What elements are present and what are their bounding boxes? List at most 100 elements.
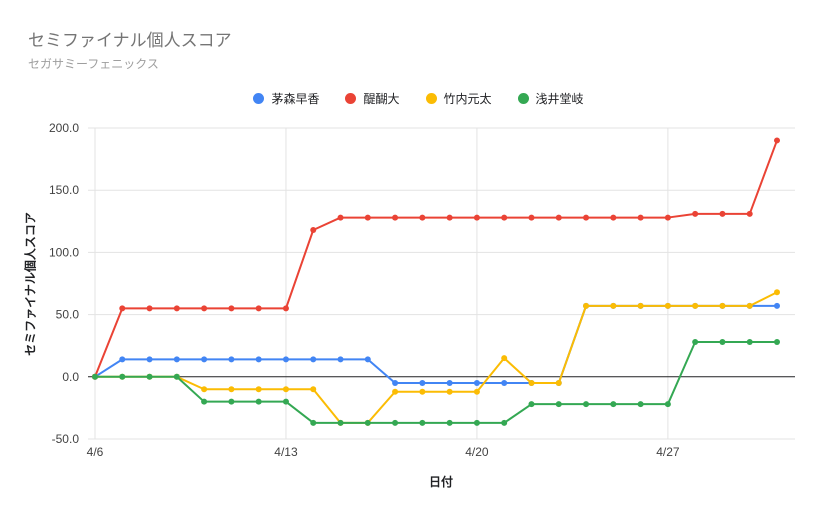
data-point — [583, 302, 590, 309]
data-point — [419, 419, 426, 426]
legend-marker — [345, 93, 357, 104]
legend-marker — [425, 93, 437, 104]
x-tick-label: 4/6 — [87, 445, 104, 459]
chart-title: セミファイナル個人スコア — [28, 31, 232, 50]
series-line — [94, 304, 778, 385]
y-tick-label: 200.0 — [49, 121, 79, 135]
data-point — [392, 388, 399, 395]
data-point — [719, 338, 726, 345]
data-point — [364, 214, 371, 221]
data-point — [528, 401, 535, 408]
legend-item-0: 茅森早香 — [253, 90, 319, 107]
data-point — [610, 214, 617, 221]
legend-label: 茅森早香 — [271, 92, 320, 106]
y-tick-label: 150.0 — [49, 183, 79, 197]
x-axis-title: 日付 — [428, 475, 454, 489]
data-point — [255, 305, 262, 312]
data-point — [446, 419, 453, 426]
data-point — [173, 305, 180, 312]
data-point — [392, 214, 399, 221]
data-point — [310, 419, 317, 426]
data-point — [228, 386, 235, 393]
data-point — [774, 289, 780, 296]
y-tick-label: 100.0 — [49, 245, 79, 259]
legend-item-2: 竹内元太 — [425, 90, 492, 107]
data-point — [501, 380, 508, 387]
data-point — [282, 356, 289, 363]
data-point — [446, 388, 453, 395]
data-point — [501, 419, 508, 426]
series-line — [94, 340, 778, 424]
data-point — [719, 210, 726, 217]
data-point — [201, 356, 208, 363]
data-point — [746, 210, 753, 217]
data-point — [173, 373, 180, 380]
data-point — [692, 210, 699, 217]
data-point — [446, 380, 453, 387]
x-tick-label: 4/20 — [465, 445, 489, 459]
data-point — [282, 305, 289, 312]
data-point — [228, 398, 235, 405]
data-point — [228, 305, 235, 312]
data-point — [146, 305, 153, 312]
data-point — [446, 214, 453, 221]
data-point — [528, 380, 535, 387]
data-point — [310, 386, 317, 393]
data-point — [637, 401, 644, 408]
data-point — [310, 356, 317, 363]
data-point — [610, 302, 617, 309]
legend-marker — [253, 93, 265, 104]
legend-marker — [517, 93, 529, 104]
data-point — [774, 302, 780, 309]
legend-item-3: 浅井堂岐 — [517, 90, 584, 107]
data-point — [310, 227, 317, 234]
legend-label: 醍醐大 — [363, 92, 400, 106]
y-axis-title: セミファイナル個人スコア — [23, 212, 38, 356]
data-point — [473, 380, 480, 387]
data-point — [664, 214, 671, 221]
data-point — [119, 356, 126, 363]
data-point — [746, 302, 753, 309]
data-point — [637, 302, 644, 309]
data-point — [201, 386, 208, 393]
x-tick-label: 4/27 — [656, 445, 680, 459]
data-point — [473, 214, 480, 221]
data-point — [555, 380, 562, 387]
data-point — [774, 338, 780, 345]
data-point — [473, 388, 480, 395]
data-point — [774, 137, 780, 144]
data-point — [337, 214, 344, 221]
data-point — [364, 356, 371, 363]
data-point — [255, 398, 262, 405]
data-point — [583, 214, 590, 221]
data-point — [664, 302, 671, 309]
y-tick-label: -50.0 — [52, 432, 80, 446]
data-point — [692, 338, 699, 345]
data-point — [282, 398, 289, 405]
legend-label: 竹内元太 — [443, 92, 492, 106]
data-point — [119, 373, 126, 380]
series-line — [94, 139, 778, 378]
legend: 茅森早香 醍醐大 竹内元太 浅井堂岐 — [0, 90, 837, 107]
data-point — [146, 356, 153, 363]
data-point — [664, 401, 671, 408]
y-tick-label: 50.0 — [56, 308, 80, 322]
chart-subtitle: セガサミーフェニックス — [28, 57, 159, 71]
data-point — [610, 401, 617, 408]
data-point — [583, 401, 590, 408]
legend-label: 浅井堂岐 — [535, 92, 584, 106]
data-point — [255, 386, 262, 393]
data-point — [201, 305, 208, 312]
data-point — [746, 338, 753, 345]
data-point — [419, 388, 426, 395]
data-point — [555, 214, 562, 221]
data-point — [692, 302, 699, 309]
data-point — [501, 355, 508, 362]
data-point — [228, 356, 235, 363]
data-point — [146, 373, 153, 380]
data-point — [719, 302, 726, 309]
y-tick-label: 0.0 — [62, 370, 79, 384]
data-point — [119, 305, 126, 312]
series-line — [94, 291, 778, 424]
